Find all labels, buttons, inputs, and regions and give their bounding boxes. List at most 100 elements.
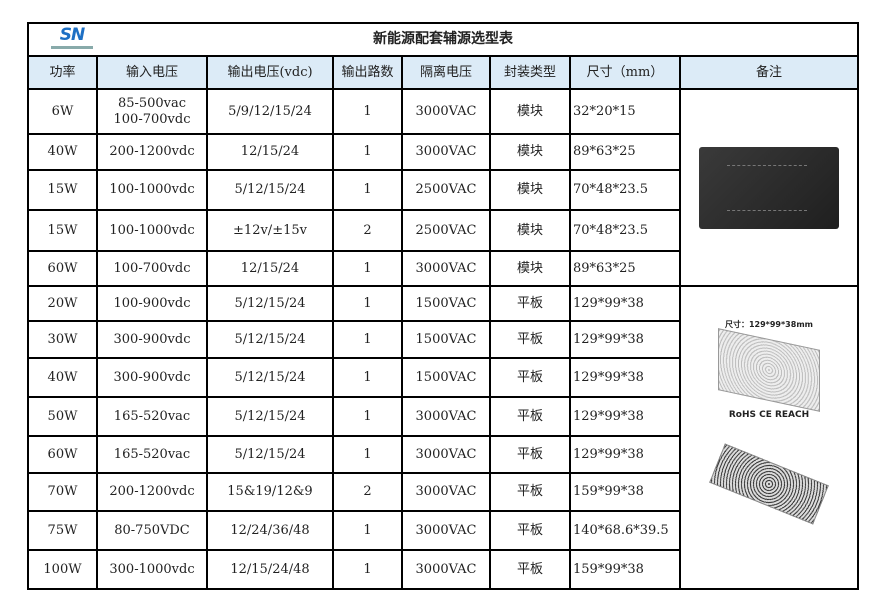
table-row: 60W 100-700vdc 12/15/24 1 3000VAC 模块 89*63*25	[27, 250, 858, 287]
table-cell: 3000VAC	[401, 88, 491, 135]
table-cell: 200-1200vdc	[96, 472, 208, 512]
table-cell: 12/15/24/48	[206, 549, 334, 590]
table-cell: 2500VAC	[401, 169, 491, 211]
table-row: 15W 100-1000vdc ±12v/±15v 2 2500VAC 模块 70*48*2…	[27, 209, 858, 252]
table-cell: 模块	[489, 169, 571, 211]
table-cell: 70W	[27, 472, 98, 512]
table-cell: 1	[332, 357, 403, 398]
table-row: 50W 165-520vac 5/12/15/24 1 3000VAC 平板 129*99*…	[27, 396, 858, 437]
table-cell: 平板	[489, 320, 571, 359]
table-cell: 5/12/15/24	[206, 396, 334, 437]
table-cell: ±12v/±15v	[206, 209, 334, 252]
module-image-cell	[679, 88, 859, 287]
table-cell: 5/12/15/24	[206, 285, 334, 322]
table-cell: 129*99*38	[569, 435, 681, 474]
table-cell: 1	[332, 320, 403, 359]
table-cell: 3000VAC	[401, 435, 491, 474]
table-row: 75W 80-750VDC 12/24/36/48 1 3000VAC 平板 140*68.…	[27, 510, 858, 551]
column-header: 输出电压(vdc)	[206, 55, 334, 90]
selection-table: SN 新能源配套辅源选型表 功率 输入电压 输出电压(vdc) 输出路数 隔离电压 封装类…	[27, 22, 859, 590]
table-cell: 平板	[489, 510, 571, 551]
table-cell: 40W	[27, 357, 98, 398]
table-cell: 80-750VDC	[96, 510, 208, 551]
column-header: 封装类型	[489, 55, 571, 90]
table-cell: 30W	[27, 320, 98, 359]
table-cell: 129*99*38	[569, 320, 681, 359]
table-cell: 1	[332, 250, 403, 287]
table-cell: 20W	[27, 285, 98, 322]
table-cell: 140*68.6*39.5	[569, 510, 681, 551]
table-cell: 模块	[489, 209, 571, 252]
table-row: 20W 100-900vdc 5/12/15/24 1 1500VAC 平板 129*99*…	[27, 285, 859, 590]
table-cell: 5/12/15/24	[206, 320, 334, 359]
table-row: 30W 300-900vdc 5/12/15/24 1 1500VAC 平板 129*99*…	[27, 320, 858, 359]
company-logo: SN	[51, 27, 93, 51]
table-cell: 70*48*23.5	[569, 169, 681, 211]
enclosed-psu-image	[709, 443, 829, 525]
table-cell: 100-900vdc	[96, 285, 208, 322]
table-cell: 模块	[489, 133, 571, 171]
table-cell: 12/15/24	[206, 250, 334, 287]
table-cell: 89*63*25	[569, 133, 681, 171]
table-row: 6W 85-500vac 100-700vdc 5/9/12/15/24 1 3000V…	[27, 88, 859, 287]
table-cell: 32*20*15	[569, 88, 681, 135]
table-cell: 平板	[489, 285, 571, 322]
table-cell: 129*99*38	[569, 285, 681, 322]
table-cell: 1	[332, 169, 403, 211]
table-cell: 60W	[27, 435, 98, 474]
table-cell: 70*48*23.5	[569, 209, 681, 252]
table-row: 40W 200-1200vdc 12/15/24 1 3000VAC 模块 89*63*25	[27, 133, 858, 171]
table-cell: 2	[332, 472, 403, 512]
table-cell: 129*99*38	[569, 357, 681, 398]
table-cell: 模块	[489, 250, 571, 287]
table-cell: 2500VAC	[401, 209, 491, 252]
table-row: 100W 300-1000vdc 12/15/24/48 1 3000VAC 平板 159*…	[27, 549, 858, 590]
table-row: 15W 100-1000vdc 5/12/15/24 1 2500VAC 模块 70*48*…	[27, 169, 858, 211]
header-row: 功率 输入电压 输出电压(vdc) 输出路数 隔离电压 封装类型 尺寸（mm） 备注	[27, 55, 859, 90]
table-cell: 129*99*38	[569, 396, 681, 437]
table-row: 40W 300-900vdc 5/12/15/24 1 1500VAC 平板 129*99*…	[27, 357, 858, 398]
size-label: 尺寸：129*99*38mm	[724, 320, 813, 329]
table-cell: 159*99*38	[569, 472, 681, 512]
column-header: 输出路数	[332, 55, 403, 90]
table-cell: 1	[332, 88, 403, 135]
table-cell: 平板	[489, 396, 571, 437]
table-cell: 1	[332, 435, 403, 474]
table-cell: 平板	[489, 357, 571, 398]
title-cell: SN 新能源配套辅源选型表	[27, 22, 859, 57]
table-cell: 1	[332, 133, 403, 171]
table-cell: 100W	[27, 549, 98, 590]
table-cell: 15&19/12&9	[206, 472, 334, 512]
panel-image-cell: 尺寸：129*99*38mm RoHS CE REACH	[679, 285, 859, 590]
certifications: RoHS CE REACH	[728, 410, 810, 420]
table-cell: 200-1200vdc	[96, 133, 208, 171]
table-cell: 3000VAC	[401, 549, 491, 590]
table-cell: 300-900vdc	[96, 320, 208, 359]
table-cell: 1	[332, 510, 403, 551]
table-cell: 100-1000vdc	[96, 209, 208, 252]
table-cell: 12/24/36/48	[206, 510, 334, 551]
panel-psu-image	[718, 328, 820, 412]
table-cell: 40W	[27, 133, 98, 171]
table-cell: 1500VAC	[401, 357, 491, 398]
column-header: 尺寸（mm）	[569, 55, 681, 90]
table-cell: 3000VAC	[401, 133, 491, 171]
table-row: 70W 200-1200vdc 15&19/12&9 2 3000VAC 平板 159*99…	[27, 472, 858, 512]
table-cell: 1	[332, 549, 403, 590]
table-cell: 平板	[489, 435, 571, 474]
table-cell: 5/12/15/24	[206, 435, 334, 474]
table-cell: 5/12/15/24	[206, 169, 334, 211]
table-cell: 100-700vdc	[96, 250, 208, 287]
table-cell: 100-1000vdc	[96, 169, 208, 211]
column-header: 输入电压	[96, 55, 208, 90]
table-cell: 12/15/24	[206, 133, 334, 171]
table-cell: 5/9/12/15/24	[206, 88, 334, 135]
table-cell: 平板	[489, 549, 571, 590]
column-header: 备注	[679, 55, 859, 90]
table-cell: 159*99*38	[569, 549, 681, 590]
table-cell: 6W	[27, 88, 98, 135]
table-cell: 3000VAC	[401, 510, 491, 551]
table-cell: 1	[332, 396, 403, 437]
table-cell: 50W	[27, 396, 98, 437]
table-cell: 1500VAC	[401, 320, 491, 359]
